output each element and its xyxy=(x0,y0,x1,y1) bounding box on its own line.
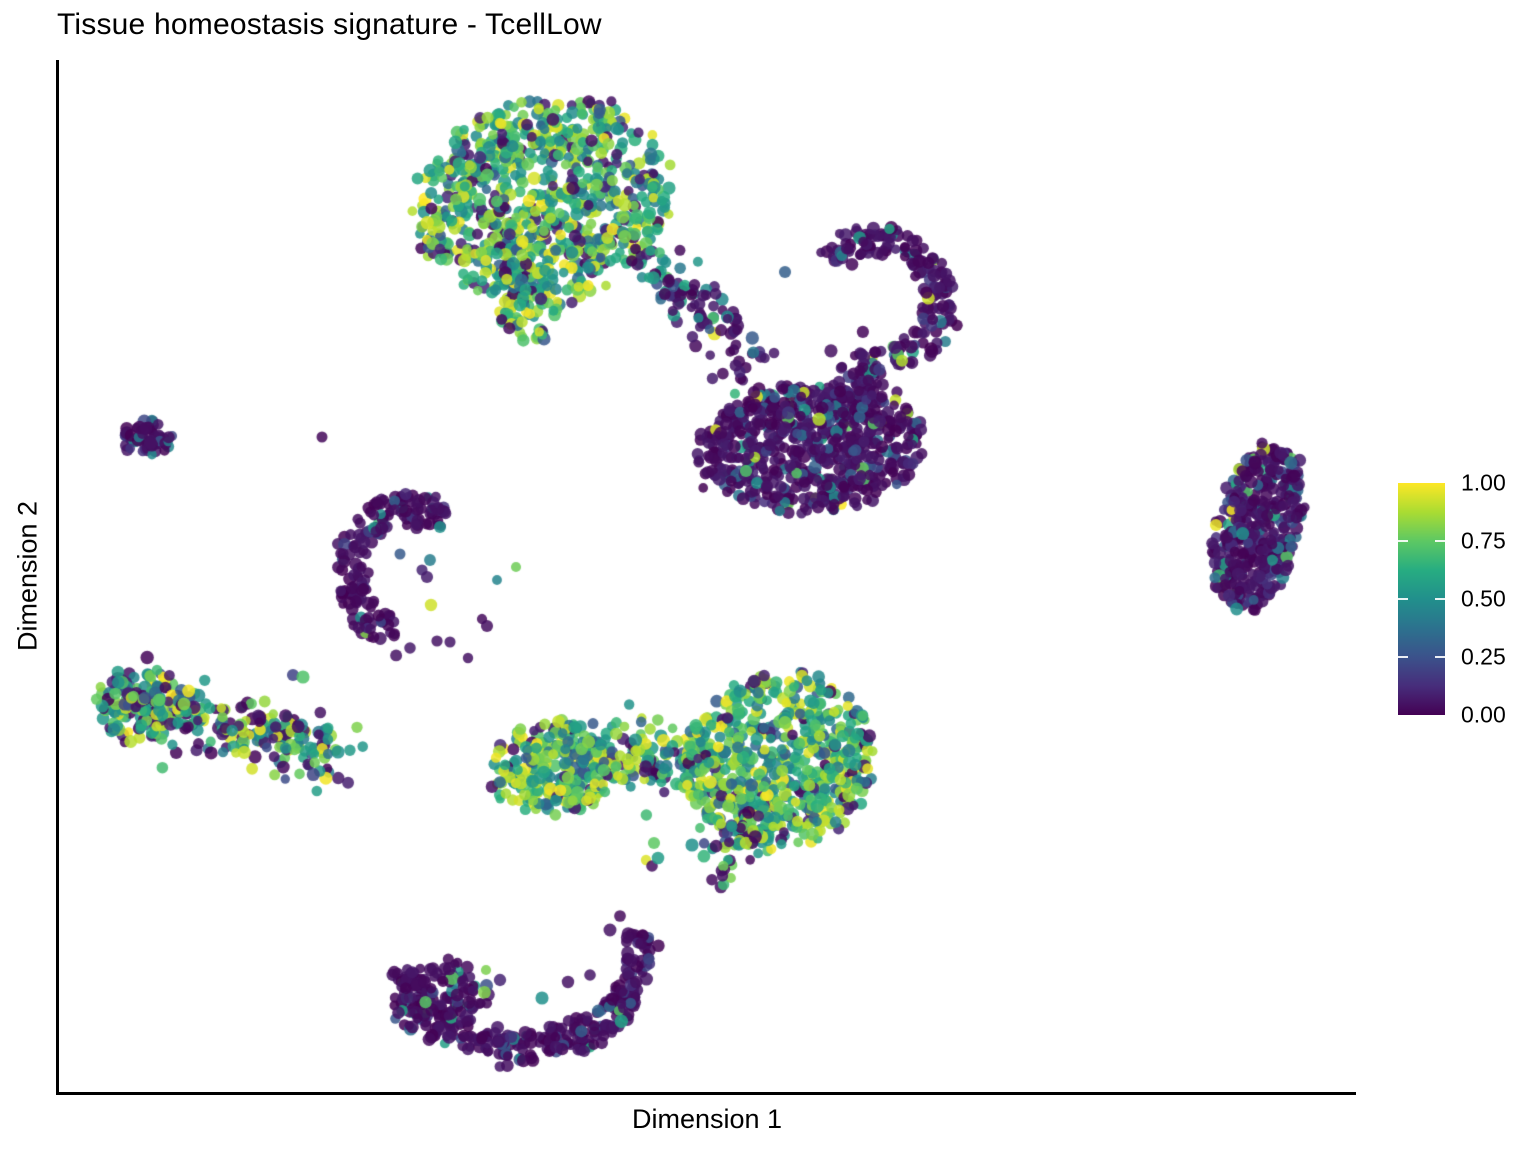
colorbar-tick-mark xyxy=(1435,598,1445,600)
colorbar-tick-mark xyxy=(1435,540,1445,542)
colorbar-tick-mark xyxy=(1398,598,1408,600)
y-axis-line xyxy=(56,60,59,1093)
x-axis-line xyxy=(56,1092,1356,1095)
colorbar-tick-label: 1.00 xyxy=(1461,469,1506,496)
colorbar-tick-label: 0.75 xyxy=(1461,527,1506,554)
colorbar-tick-label: 0.00 xyxy=(1461,701,1506,728)
x-axis-label: Dimension 1 xyxy=(631,1104,783,1134)
colorbar-tick-mark xyxy=(1398,656,1408,658)
colorbar-tick-mark xyxy=(1398,540,1408,542)
y-axis-label: Dimension 2 xyxy=(12,500,43,652)
colorbar-tick-mark xyxy=(1435,656,1445,658)
colorbar-tick-label: 0.50 xyxy=(1461,585,1506,612)
colorbar-tick-label: 0.25 xyxy=(1461,643,1506,670)
